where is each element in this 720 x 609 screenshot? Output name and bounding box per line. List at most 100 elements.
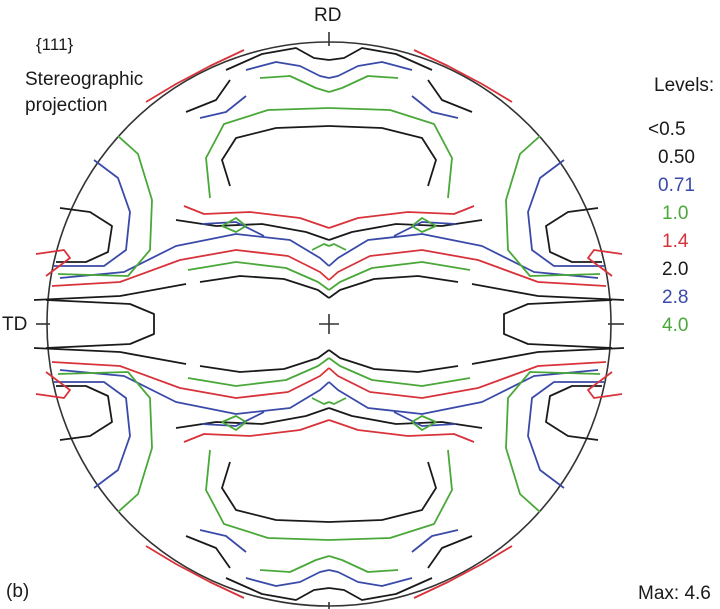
contour-red <box>328 419 475 443</box>
contour-green <box>221 217 247 233</box>
contour-green <box>57 371 153 513</box>
legend-item: <0.5 <box>648 119 686 140</box>
contour-black <box>503 299 613 324</box>
legend-item: 2.8 <box>662 287 689 308</box>
contour-red <box>145 545 245 599</box>
contour-black <box>45 299 155 324</box>
contour-green <box>311 243 330 251</box>
legend-item: 2.0 <box>662 259 689 280</box>
contour-black <box>45 324 155 349</box>
contour-blue <box>393 411 457 427</box>
legend-item: 0.71 <box>658 175 695 196</box>
contour-green <box>328 243 347 251</box>
contour-red <box>587 249 623 277</box>
contour-black <box>471 347 625 365</box>
contour-green <box>328 555 399 573</box>
contour-blue <box>59 233 330 279</box>
legend-item: 0.50 <box>658 147 695 168</box>
projection-label-line1: Stereographic <box>25 69 144 90</box>
contour-blue <box>328 61 413 79</box>
contour-black <box>221 461 330 523</box>
max-label: Max: 4.6 <box>638 583 711 604</box>
contour-blue <box>201 411 265 427</box>
contour-blue <box>199 95 247 119</box>
legend-item: 4.0 <box>662 315 689 336</box>
contour-blue <box>411 95 459 119</box>
contour-black <box>225 47 330 71</box>
contour-green <box>505 371 601 513</box>
contour-black <box>225 577 330 601</box>
contour-black <box>56 207 113 263</box>
contour-red <box>35 249 71 277</box>
contour-blue <box>54 381 131 489</box>
contour-black <box>221 125 330 187</box>
contour-black <box>328 577 433 601</box>
contour-blue <box>59 369 330 415</box>
contour-black <box>199 349 330 373</box>
contour-red <box>328 361 607 399</box>
contour-green <box>221 415 247 431</box>
projection-label-line2: projection <box>25 95 108 116</box>
contour-blue <box>54 159 131 267</box>
contour-blue <box>245 61 330 79</box>
contour-green <box>187 261 330 291</box>
contour-black <box>471 283 625 301</box>
contour-lines <box>33 47 625 601</box>
legend-item: 1.0 <box>662 203 689 224</box>
contour-black <box>427 535 473 569</box>
contour-black <box>185 79 231 113</box>
contour-blue <box>328 569 413 587</box>
contour-blue <box>411 529 459 553</box>
contour-red <box>413 49 513 103</box>
contour-black <box>328 275 459 299</box>
contour-red <box>587 371 623 399</box>
contour-green <box>411 415 437 431</box>
contour-red <box>183 419 330 443</box>
contour-green <box>205 107 330 199</box>
contour-green <box>328 449 453 541</box>
contour-black <box>328 461 437 523</box>
legend-item: 1.4 <box>662 231 689 252</box>
contour-red <box>328 205 475 229</box>
contour-black <box>328 47 433 71</box>
contour-green <box>311 397 330 405</box>
contour-red <box>35 371 71 399</box>
contour-green <box>259 555 330 573</box>
contour-black <box>199 275 330 299</box>
contour-black <box>328 349 459 373</box>
contour-blue <box>199 529 247 553</box>
contour-green <box>205 449 330 541</box>
contour-black <box>503 324 613 349</box>
contour-red <box>328 249 607 287</box>
contour-red <box>413 545 513 599</box>
legend-title: Levels: <box>654 75 715 96</box>
plane-label: {111} <box>36 35 74 54</box>
contour-blue <box>393 221 457 237</box>
contour-green <box>259 75 330 93</box>
contour-blue <box>527 159 604 267</box>
contour-blue <box>328 369 599 415</box>
contour-blue <box>527 381 604 489</box>
contour-red <box>51 249 330 287</box>
contour-green <box>328 357 471 387</box>
contour-black <box>185 535 231 569</box>
rd-label: RD <box>314 5 342 26</box>
contour-black <box>33 283 187 301</box>
contour-black <box>328 125 437 187</box>
contour-blue <box>328 233 599 279</box>
contour-black <box>33 347 187 365</box>
contour-red <box>145 49 245 103</box>
contour-green <box>328 261 471 291</box>
td-label: TD <box>2 314 28 335</box>
contour-black <box>56 385 113 441</box>
contour-red <box>51 361 330 399</box>
panel-label: (b) <box>6 581 30 602</box>
contour-black <box>545 385 602 441</box>
contour-green <box>328 107 453 199</box>
contour-blue <box>201 221 265 237</box>
contour-green <box>328 397 347 405</box>
contour-black <box>545 207 602 263</box>
contour-green <box>187 357 330 387</box>
contour-green <box>411 217 437 233</box>
